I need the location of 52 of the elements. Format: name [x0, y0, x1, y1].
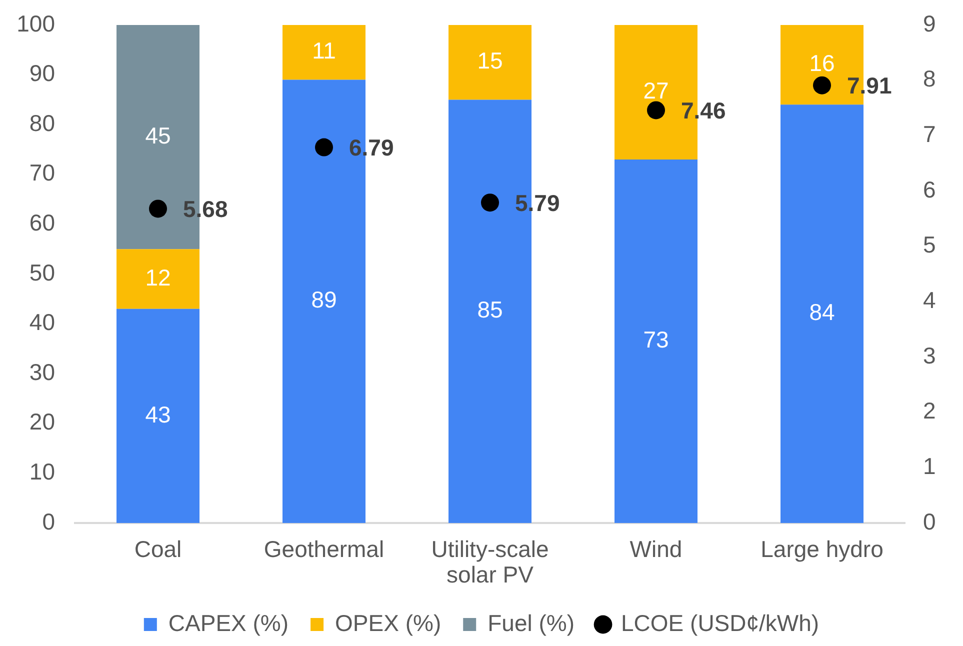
y-tick-label: 90 [29, 60, 55, 86]
y2-tick-label: 9 [923, 10, 936, 36]
data-label: 73 [643, 326, 669, 353]
y-tick-label: 20 [29, 408, 55, 435]
y-tick-label: 0 [42, 508, 55, 534]
x-tick-label: Geothermal [264, 536, 384, 562]
legend-label: LCOE (USD¢/kWh) [621, 610, 820, 636]
data-label: 27 [643, 78, 669, 104]
data-label: 43 [145, 401, 171, 428]
bar [116, 308, 200, 523]
bar [448, 25, 532, 100]
y-tick-label: 40 [29, 309, 55, 336]
bar [780, 104, 864, 523]
y-tick-label: 30 [29, 358, 55, 385]
y-tick-label: 60 [29, 210, 55, 236]
point [315, 138, 333, 156]
data-label: 84 [809, 299, 835, 326]
y2-tick-label: 3 [923, 342, 936, 368]
y2-tick-label: 1 [923, 453, 936, 480]
data-label: 89 [311, 286, 337, 313]
data-label: 12 [145, 264, 171, 290]
point [813, 76, 831, 94]
bar [282, 25, 366, 80]
x-tick-label: Coal [134, 536, 182, 562]
legend-label: Fuel (%) [488, 610, 575, 636]
x-tick-label: Utility-scale solar PV [431, 536, 549, 588]
bar [614, 159, 698, 523]
y2-tick-label: 4 [923, 287, 936, 314]
y-tick-label: 10 [29, 458, 55, 485]
y2-tick-label: 6 [923, 176, 936, 202]
y2-tick-label: 0 [923, 508, 936, 534]
y2-tick-label: 5 [923, 232, 936, 258]
data-label: 85 [477, 296, 503, 323]
y2-tick-label: 7 [923, 121, 936, 148]
point [647, 101, 665, 120]
data-label: 11 [312, 38, 336, 64]
data-label: 16 [809, 50, 835, 76]
point [149, 200, 167, 218]
x-tick-label: Large hydro [760, 536, 884, 562]
y-tick-label: 100 [16, 10, 55, 36]
y-tick-label: 80 [29, 110, 55, 136]
bar [116, 249, 200, 309]
legend-label: CAPEX (%) [168, 610, 289, 636]
y2-tick-label: 2 [923, 398, 936, 424]
data-label: 15 [477, 48, 503, 74]
y2-tick-label: 8 [923, 66, 936, 92]
data-label: 45 [145, 122, 171, 148]
y-tick-label: 70 [29, 160, 55, 186]
x-tick-label: Wind [630, 536, 682, 562]
y-tick-label: 50 [29, 259, 55, 286]
point [481, 194, 499, 212]
legend-label: OPEX (%) [335, 610, 442, 636]
